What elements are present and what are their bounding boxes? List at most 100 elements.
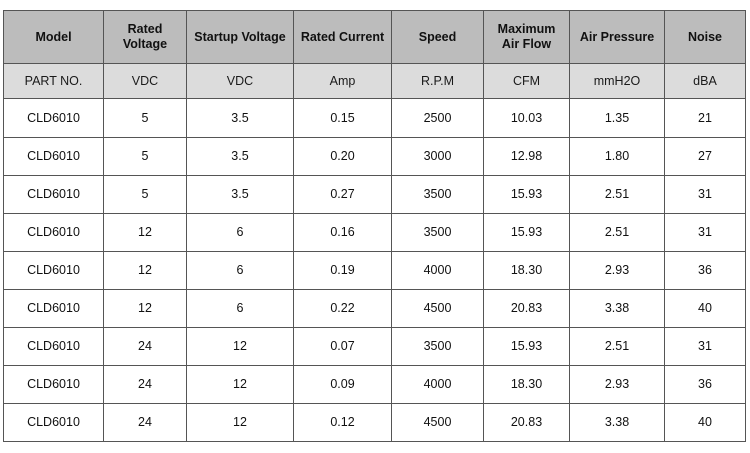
cell-noise: 21 [664,98,746,138]
cell-rated-voltage: 5 [103,98,187,138]
cell-rated-current: 0.27 [293,175,392,214]
cell-noise: 31 [664,175,746,214]
cell-rated-voltage: 12 [103,213,187,252]
cell-startup-voltage: 3.5 [186,175,294,214]
cell-startup-voltage: 12 [186,365,294,404]
header-rated-voltage: Rated Voltage [103,10,187,64]
cell-startup-voltage: 12 [186,327,294,366]
cell-model: CLD6010 [3,365,104,404]
cell-startup-voltage: 12 [186,403,294,442]
cell-model: CLD6010 [3,98,104,138]
cell-noise: 36 [664,251,746,290]
cell-air-pressure: 3.38 [569,289,665,328]
cell-air-pressure: 2.51 [569,175,665,214]
header-rated-current: Rated Current [293,10,392,64]
unit-air-flow: CFM [483,63,570,99]
cell-model: CLD6010 [3,251,104,290]
table-row: CLD6010 5 3.5 0.27 3500 15.93 2.51 31 [3,175,746,214]
spec-table-container: Model Rated Voltage Startup Voltage Rate… [3,10,746,442]
header-model: Model [3,10,104,64]
cell-noise: 31 [664,213,746,252]
cell-air-flow: 10.03 [483,98,570,138]
cell-model: CLD6010 [3,403,104,442]
cell-air-flow: 15.93 [483,175,570,214]
cell-rated-current: 0.20 [293,137,392,176]
cell-rated-voltage: 5 [103,175,187,214]
cell-noise: 40 [664,289,746,328]
cell-air-flow: 15.93 [483,213,570,252]
cell-speed: 3500 [391,213,484,252]
cell-speed: 3500 [391,327,484,366]
unit-part-no: PART NO. [3,63,104,99]
cell-speed: 4500 [391,289,484,328]
unit-speed: R.P.M [391,63,484,99]
cell-rated-voltage: 24 [103,365,187,404]
cell-air-pressure: 2.93 [569,365,665,404]
cell-noise: 27 [664,137,746,176]
cell-model: CLD6010 [3,289,104,328]
cell-speed: 4500 [391,403,484,442]
cell-rated-current: 0.16 [293,213,392,252]
cell-rated-voltage: 24 [103,327,187,366]
cell-startup-voltage: 6 [186,251,294,290]
table-row: CLD6010 5 3.5 0.20 3000 12.98 1.80 27 [3,137,746,176]
cell-speed: 2500 [391,98,484,138]
cell-rated-current: 0.15 [293,98,392,138]
cell-air-pressure: 2.93 [569,251,665,290]
cell-air-pressure: 3.38 [569,403,665,442]
unit-noise: dBA [664,63,746,99]
cell-speed: 4000 [391,365,484,404]
table-row: CLD6010 12 6 0.19 4000 18.30 2.93 36 [3,251,746,290]
cell-startup-voltage: 6 [186,289,294,328]
cell-model: CLD6010 [3,175,104,214]
cell-model: CLD6010 [3,213,104,252]
cell-rated-current: 0.07 [293,327,392,366]
table-row: CLD6010 5 3.5 0.15 2500 10.03 1.35 21 [3,98,746,138]
header-row: Model Rated Voltage Startup Voltage Rate… [3,10,746,64]
unit-startup-voltage: VDC [186,63,294,99]
table-body: CLD6010 5 3.5 0.15 2500 10.03 1.35 21 CLD6010 5 3.… [3,98,746,442]
cell-air-pressure: 1.35 [569,98,665,138]
header-air-pressure: Air Pressure [569,10,665,64]
cell-air-flow: 18.30 [483,365,570,404]
cell-speed: 3500 [391,175,484,214]
unit-rated-current: Amp [293,63,392,99]
cell-air-pressure: 2.51 [569,213,665,252]
cell-rated-current: 0.19 [293,251,392,290]
cell-noise: 36 [664,365,746,404]
units-row: PART NO. VDC VDC Amp R.P.M CFM mmH2O dBA [3,63,746,99]
cell-air-pressure: 2.51 [569,327,665,366]
cell-noise: 40 [664,403,746,442]
cell-model: CLD6010 [3,137,104,176]
header-max-air-flow: Maximum Air Flow [483,10,570,64]
cell-rated-voltage: 12 [103,251,187,290]
cell-rated-current: 0.22 [293,289,392,328]
header-speed: Speed [391,10,484,64]
cell-rated-voltage: 24 [103,403,187,442]
cell-startup-voltage: 3.5 [186,98,294,138]
unit-rated-voltage: VDC [103,63,187,99]
cell-rated-current: 0.09 [293,365,392,404]
cell-speed: 4000 [391,251,484,290]
cell-rated-current: 0.12 [293,403,392,442]
cell-rated-voltage: 5 [103,137,187,176]
table-row: CLD6010 12 6 0.22 4500 20.83 3.38 40 [3,289,746,328]
cell-startup-voltage: 3.5 [186,137,294,176]
cell-speed: 3000 [391,137,484,176]
cell-air-flow: 20.83 [483,403,570,442]
table-row: CLD6010 24 12 0.09 4000 18.30 2.93 36 [3,365,746,404]
cell-rated-voltage: 12 [103,289,187,328]
table-row: CLD6010 24 12 0.07 3500 15.93 2.51 31 [3,327,746,366]
table-row: CLD6010 12 6 0.16 3500 15.93 2.51 31 [3,213,746,252]
unit-air-pressure: mmH2O [569,63,665,99]
cell-noise: 31 [664,327,746,366]
cell-model: CLD6010 [3,327,104,366]
cell-air-flow: 12.98 [483,137,570,176]
cell-air-flow: 20.83 [483,289,570,328]
header-noise: Noise [664,10,746,64]
fan-spec-table: Model Rated Voltage Startup Voltage Rate… [3,10,746,442]
cell-air-pressure: 1.80 [569,137,665,176]
cell-air-flow: 15.93 [483,327,570,366]
header-startup-voltage: Startup Voltage [186,10,294,64]
cell-startup-voltage: 6 [186,213,294,252]
